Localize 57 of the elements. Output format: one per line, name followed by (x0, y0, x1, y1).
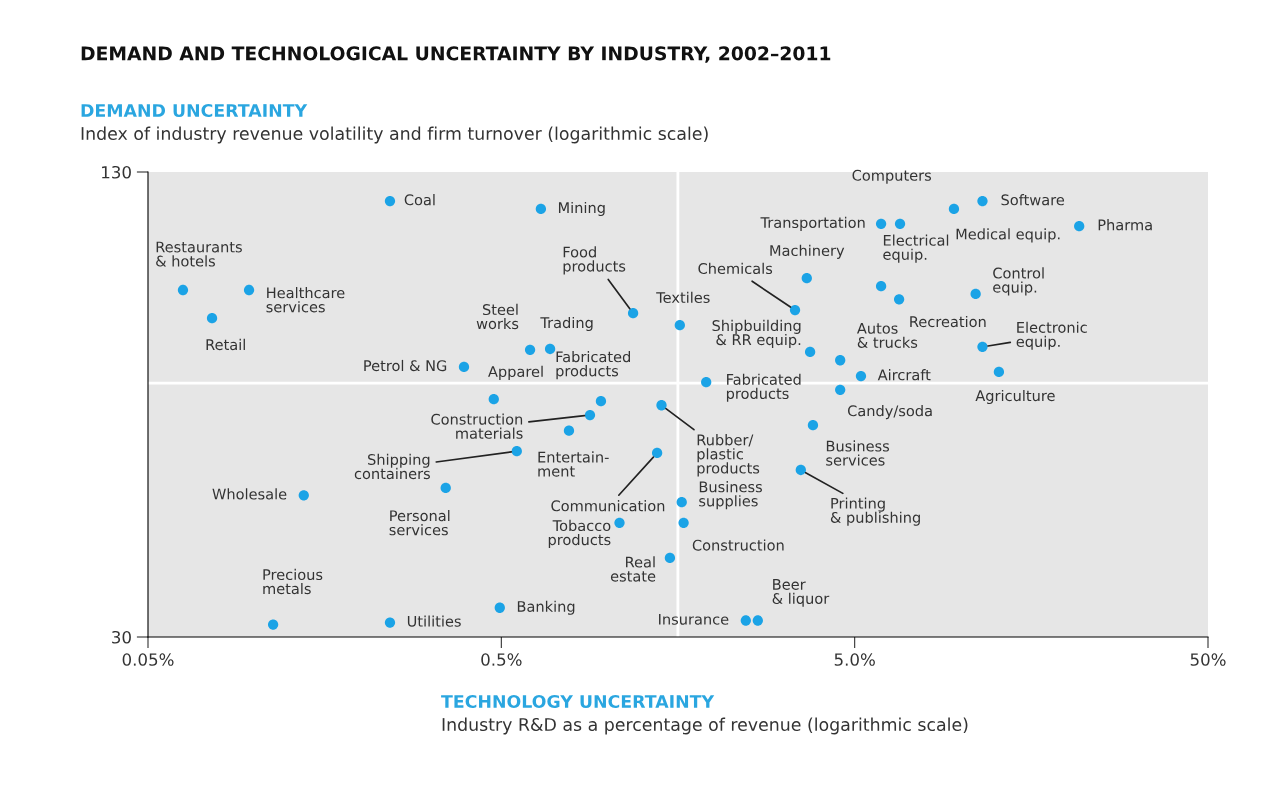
annotation: Mining (558, 201, 605, 217)
annotation: Retail (206, 338, 245, 351)
annotation: Precious metals (263, 568, 323, 595)
annotation: Entertain- ment (538, 451, 609, 477)
annotation: Apparel (488, 365, 543, 380)
annotation: Transportation (760, 216, 865, 231)
annotation: Candy/soda (847, 405, 932, 420)
annotation: Trading (540, 316, 593, 332)
annotation: Tobacco products (548, 519, 611, 549)
annotation: Software (1001, 194, 1065, 206)
x-tick-label: 0.5% (481, 653, 522, 666)
y-tick-label: 130 (102, 165, 131, 179)
annotation: Banking (517, 600, 575, 615)
annotation: Medical equip. (956, 228, 1060, 243)
text: Index of industry revenue volatility and firm turnover (logarithmic scale) (81, 126, 708, 144)
annotation: Recreation (910, 315, 986, 328)
annotation: Rubber/ plastic products (697, 434, 760, 477)
annotation: Aircraft (877, 369, 931, 381)
annotation: Food products (563, 246, 626, 275)
annotation: Agriculture (975, 389, 1055, 405)
annotation: Electronic equip. (1016, 321, 1087, 350)
annotation: Fabricated products (726, 373, 801, 402)
annotation: Communication (551, 500, 665, 512)
annotation: Chemicals (698, 262, 773, 275)
annotation: Printing & publishing (830, 497, 920, 526)
annotation: Beer & liquor (772, 579, 830, 607)
annotation: Construction (692, 539, 784, 551)
annotation: Pharma (1098, 219, 1152, 231)
annotation: Machinery (770, 244, 845, 259)
annotation: Steel works (476, 303, 519, 330)
annotation: Control equip. (993, 267, 1044, 296)
annotation: Restaurants & hotels (156, 241, 242, 267)
annotation: Textiles (656, 291, 710, 304)
annotation: Business supplies (699, 481, 762, 510)
annotation: Personal services (389, 509, 450, 536)
x-tick-label: 0.05% (122, 653, 174, 666)
x-tick-label: 5.0% (834, 653, 875, 666)
annotation: Shipbuilding & RR equip. (712, 319, 801, 349)
annotation: Business services (826, 440, 890, 466)
annotation: Electrical equip. (883, 234, 949, 263)
annotation: Shipping containers (354, 453, 430, 480)
annotation: Wholesale (212, 488, 287, 500)
chart-title: DEMAND AND TECHNOLOGICAL UNCERTAINTY BY INDUSTRY, 2002–2011 (81, 46, 831, 63)
y-tick-label: 30 (112, 630, 131, 644)
annotation: Healthcare services (266, 287, 345, 313)
text: Industry R&D as a percentage of revenue (logarithmic scale) (442, 717, 968, 735)
annotation: Construction materials (431, 413, 523, 439)
annotation: Insurance (659, 613, 729, 625)
annotation: Computers (852, 169, 932, 184)
annotation: Utilities (407, 615, 461, 627)
x-tick-label: 50% (1190, 653, 1226, 666)
annotation: Coal (404, 194, 435, 206)
x-axis-title: TECHNOLOGY UNCERTAINTY (441, 694, 715, 709)
annotation: Fabricated products (556, 350, 630, 380)
y-axis-title: DEMAND UNCERTAINTY (81, 103, 308, 118)
annotation: Petrol & NG (364, 359, 447, 372)
annotation: Real estate (610, 556, 656, 582)
